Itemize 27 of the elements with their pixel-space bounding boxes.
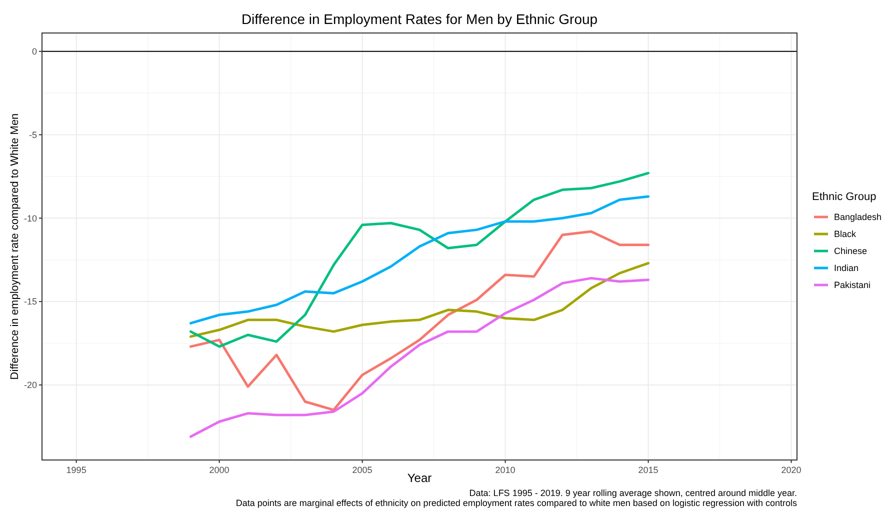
line-series [189,276,650,438]
y-tick-label: -5 [28,130,37,140]
legend-label: Bangladesh [834,212,882,222]
legend-label: Indian [834,263,859,274]
legend-label: Black [834,229,857,240]
y-tick-label: -10 [24,213,37,224]
line-series [189,172,650,348]
legend-label: Pakistani [834,280,871,290]
y-tick-label: 0 [32,46,37,56]
x-tick-label: 1995 [66,465,86,475]
x-tick-label: 2015 [638,465,658,475]
legend-label: Chinese [834,246,868,256]
x-tick-label: 2005 [352,465,372,475]
chart-title: Difference in Employment Rates for Men by Ethnic Group [241,11,598,27]
y-tick-label: -20 [24,380,37,390]
text: Data: LFS 1995 - 2019. 9 year rolling average shown, centred around middle year. [469,488,797,498]
x-tick-label: 2000 [209,465,230,475]
x-tick-label: 2010 [495,465,516,475]
text: Data points are marginal effects of ethnicity on predicted employment rates compared to white men based on logistic regression with controls [236,498,798,508]
line-series [189,262,650,338]
legend-title: Ethnic Group [812,191,876,203]
line-series [189,230,650,412]
y-tick-label: -15 [24,296,37,307]
x-axis-title: Year [407,471,432,485]
y-axis-title: Difference in employment rate compared to White Men [9,113,21,380]
x-tick-label: 2020 [781,465,802,475]
line-series [189,195,650,324]
